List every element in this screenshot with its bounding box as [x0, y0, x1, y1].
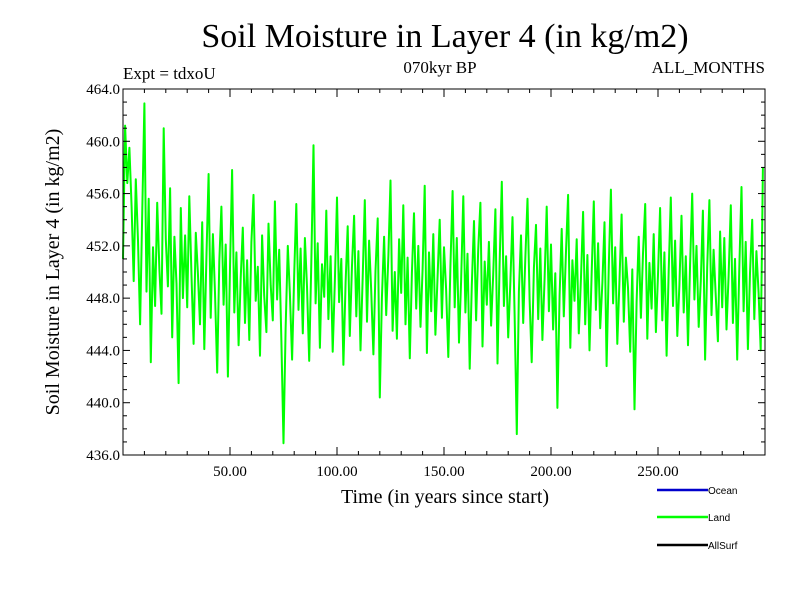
x-tick-label: 250.00: [637, 464, 678, 480]
x-axis-label: Time (in years since start): [341, 486, 549, 508]
y-tick-label: 436.0: [86, 448, 120, 464]
y-tick-label: 460.0: [86, 134, 120, 150]
x-tick-label: 50.00: [213, 464, 247, 480]
y-tick-label: 452.0: [86, 239, 120, 255]
chart-subtitle-center: 070kyr BP: [403, 58, 476, 77]
legend-label-ocean: Ocean: [708, 486, 737, 497]
legend-label-land: Land: [708, 513, 730, 524]
y-axis-label: Soil Moisture in Layer 4 (in kg/m2): [42, 129, 64, 416]
y-tick-label: 440.0: [86, 396, 120, 412]
y-tick-label: 444.0: [86, 343, 120, 359]
x-axis: 50.00 100.00 150.00 200.00 250.00: [122, 89, 766, 480]
y-tick-label: 464.0: [86, 82, 120, 98]
x-tick-label: 100.00: [316, 464, 357, 480]
series-line-land: [122, 102, 764, 445]
plot-area: [122, 88, 766, 456]
chart-subtitle-right: ALL_MONTHS: [652, 58, 765, 77]
legend-label-allsurf: AllSurf: [708, 541, 738, 552]
x-tick-label: 150.00: [423, 464, 464, 480]
chart-title: Soil Moisture in Layer 4 (in kg/m2): [201, 18, 688, 55]
y-axis: 436.0 440.0 444.0 448.0 452.0 456.0 460.0 464.0: [86, 82, 765, 464]
x-tick-label: 200.00: [530, 464, 571, 480]
legend: Ocean Land AllSurf: [657, 486, 738, 552]
chart-subtitle-left: Expt = tdxoU: [123, 64, 216, 83]
y-tick-label: 448.0: [86, 291, 120, 307]
y-tick-label: 456.0: [86, 187, 120, 203]
